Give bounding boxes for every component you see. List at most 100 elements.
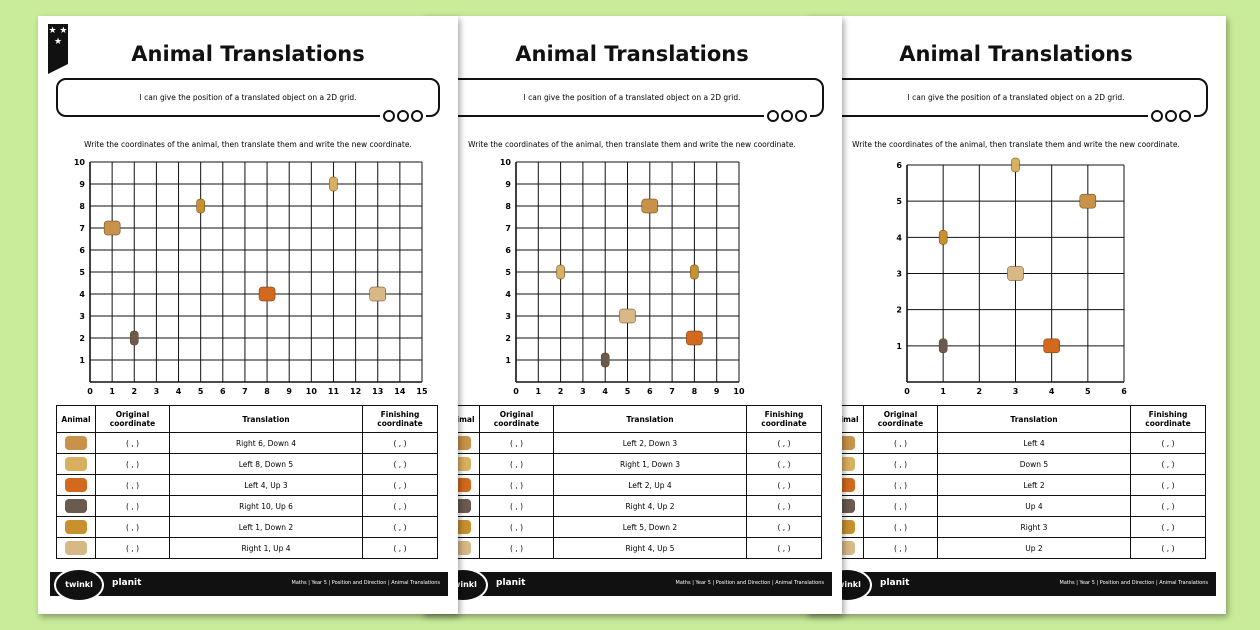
finishing-coordinate-cell[interactable]: ( , ) [746,537,822,559]
instruction-text: Write the coordinates of the animal, the… [84,140,412,149]
original-coordinate-cell[interactable]: ( , ) [95,474,170,496]
x-tick-label: 3 [1013,387,1019,396]
y-tick-label: 8 [505,202,511,211]
header-translation: Translation [553,405,747,433]
original-coordinate-cell[interactable]: ( , ) [479,432,554,454]
circle-icon[interactable] [1179,110,1191,122]
finishing-coordinate-cell[interactable]: ( , ) [746,453,822,475]
finishing-coordinate-cell[interactable]: ( , ) [362,516,438,538]
original-coordinate-cell[interactable]: ( , ) [479,453,554,475]
finishing-coordinate-cell[interactable]: ( , ) [1130,537,1206,559]
original-coordinate-cell[interactable]: ( , ) [863,474,938,496]
circle-icon[interactable] [383,110,395,122]
circle-icon[interactable] [411,110,423,122]
x-tick-label: 7 [669,387,675,396]
finishing-coordinate-cell[interactable]: ( , ) [746,495,822,517]
x-tick-label: 0 [513,387,519,396]
translation-cell: Right 4, Up 2 [553,495,747,517]
x-tick-label: 3 [580,387,586,396]
x-tick-label: 7 [242,387,248,396]
finishing-coordinate-cell[interactable]: ( , ) [746,474,822,496]
translation-cell: Left 2, Down 3 [553,432,747,454]
circle-icon[interactable] [781,110,793,122]
translation-cell: Left 1, Down 2 [169,516,363,538]
finishing-coordinate-cell[interactable]: ( , ) [1130,495,1206,517]
learning-objective-box: I can give the position of a translated … [56,78,440,117]
finishing-coordinate-cell[interactable]: ( , ) [362,495,438,517]
circle-icon[interactable] [397,110,409,122]
original-coordinate-cell[interactable]: ( , ) [479,474,554,496]
translation-table: Animal Original coordinate Translation Fini… [824,405,1206,559]
giraffe-marker [938,230,948,245]
worksheet-page: Animal Translations I can give the posit… [422,16,842,614]
finishing-coordinate-cell[interactable]: ( , ) [746,432,822,454]
finishing-coordinate-cell[interactable]: ( , ) [1130,474,1206,496]
x-tick-label: 15 [416,387,428,396]
finishing-coordinate-cell[interactable]: ( , ) [746,516,822,538]
original-coordinate-cell[interactable]: ( , ) [863,495,938,517]
lion-marker [103,220,121,236]
translation-cell: Left 8, Down 5 [169,453,363,475]
finishing-coordinate-cell[interactable]: ( , ) [1130,516,1206,538]
x-tick-label: 9 [286,387,292,396]
instruction-text: Write the coordinates of the animal, the… [468,140,796,149]
translation-cell: Right 1, Down 3 [553,453,747,475]
camel-marker [619,308,636,324]
finishing-coordinate-cell[interactable]: ( , ) [362,453,438,475]
x-tick-label: 3 [154,387,160,396]
circle-icon[interactable] [1165,110,1177,122]
original-coordinate-cell[interactable]: ( , ) [95,453,170,475]
finishing-coordinate-cell[interactable]: ( , ) [362,432,438,454]
translation-cell: Left 2 [937,474,1131,496]
table-row: ( , ) Left 5, Down 2( , ) [440,516,822,538]
x-tick-label: 1 [940,387,946,396]
original-coordinate-cell[interactable]: ( , ) [95,495,170,517]
table-row: ( , ) Left 2( , ) [824,474,1206,496]
meerkat-marker [1011,157,1020,173]
x-tick-label: 0 [87,387,93,396]
y-tick-label: 8 [79,202,85,211]
original-coordinate-cell[interactable]: ( , ) [863,516,938,538]
circle-icon[interactable] [795,110,807,122]
original-coordinate-cell[interactable]: ( , ) [863,432,938,454]
x-tick-label: 10 [306,387,318,396]
self-assessment-circles[interactable] [1148,110,1194,122]
camel-marker [1007,266,1024,281]
original-coordinate-cell[interactable]: ( , ) [95,432,170,454]
meerkat-icon [65,457,87,471]
finishing-coordinate-cell[interactable]: ( , ) [362,474,438,496]
self-assessment-circles[interactable] [764,110,810,122]
finishing-coordinate-cell[interactable]: ( , ) [1130,432,1206,454]
original-coordinate-cell[interactable]: ( , ) [479,537,554,559]
original-coordinate-cell[interactable]: ( , ) [479,495,554,517]
gorilla-icon [65,499,87,513]
x-tick-label: 8 [692,387,698,396]
circle-icon[interactable] [1151,110,1163,122]
header-translation: Translation [169,405,363,433]
circle-icon[interactable] [767,110,779,122]
finishing-coordinate-cell[interactable]: ( , ) [362,537,438,559]
original-coordinate-cell[interactable]: ( , ) [863,537,938,559]
translation-cell: Right 3 [937,516,1131,538]
gorilla-marker [130,330,139,346]
original-coordinate-cell[interactable]: ( , ) [479,516,554,538]
footer-bar: twinkl planit Maths | Year 5 | Position an… [434,568,832,602]
table-row: ( , ) Left 4( , ) [824,432,1206,454]
finishing-coordinate-cell[interactable]: ( , ) [1130,453,1206,475]
original-coordinate-cell[interactable]: ( , ) [95,537,170,559]
x-tick-label: 10 [733,387,745,396]
table-row: ( , ) Right 1, Down 3( , ) [440,453,822,475]
translation-cell: Left 4, Up 3 [169,474,363,496]
x-tick-label: 1 [109,387,115,396]
original-coordinate-cell[interactable]: ( , ) [863,453,938,475]
animal-cell [56,432,96,454]
table-row: ( , ) Right 10, Up 6( , ) [56,495,438,517]
header-finishing: Finishing coordinate [362,405,438,433]
planit-brand: planit [112,578,142,588]
translation-cell: Right 1, Up 4 [169,537,363,559]
x-tick-label: 14 [394,387,406,396]
x-tick-label: 8 [264,387,270,396]
x-tick-label: 4 [1049,387,1055,396]
original-coordinate-cell[interactable]: ( , ) [95,516,170,538]
self-assessment-circles[interactable] [380,110,426,122]
